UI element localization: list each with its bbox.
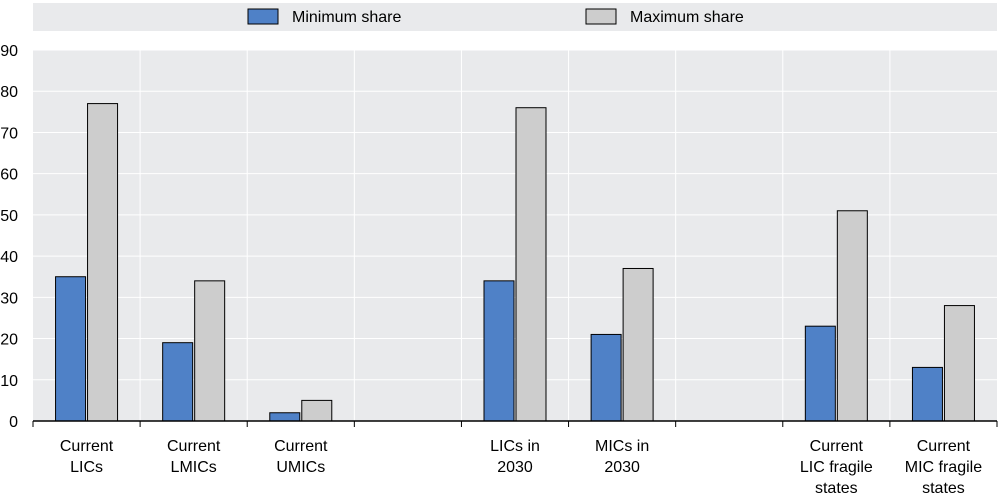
category-label-line: LMICs <box>171 459 217 476</box>
legend-label-min: Minimum share <box>292 9 401 26</box>
bar-max-1 <box>194 280 226 422</box>
category-label-line: LICs in <box>490 438 540 455</box>
category-label-line: LIC fragile <box>800 459 873 476</box>
category-label-line: LICs <box>70 459 103 476</box>
category-label-2: Current UMICs <box>274 438 328 476</box>
category-label-line: MICs in <box>595 438 649 455</box>
bar-max-2 <box>301 399 333 422</box>
y-tick-label-70: 70 <box>0 125 18 142</box>
y-tick-label-80: 80 <box>0 84 18 101</box>
bar-min-4 <box>483 280 515 422</box>
category-label-5: MICs in 2030 <box>595 438 649 476</box>
category-label-line: Current <box>274 438 328 455</box>
legend: Minimum share Maximum share <box>33 3 997 31</box>
y-tick-label-90: 90 <box>0 43 18 60</box>
category-label-line: Current <box>167 438 221 455</box>
category-label-line: UMICs <box>276 459 325 476</box>
y-tick-label-40: 40 <box>0 249 18 266</box>
legend-swatch-min <box>247 8 279 25</box>
y-tick-label-50: 50 <box>0 208 18 225</box>
category-label-1: Current LMICs <box>167 438 221 476</box>
bar-max-5 <box>622 267 654 422</box>
category-label-line: MIC fragile <box>905 459 982 476</box>
bar-min-7 <box>804 325 836 422</box>
category-label-line: Current <box>60 438 114 455</box>
bar-min-8 <box>911 366 943 422</box>
category-label-7: Current LIC fragile states <box>800 438 873 497</box>
legend-swatch-max <box>585 8 617 25</box>
legend-label-max: Maximum share <box>630 9 744 26</box>
category-label-line: 2030 <box>497 459 533 476</box>
y-tick-label-30: 30 <box>0 290 18 307</box>
plot-background <box>33 50 997 421</box>
bar-min-1 <box>162 342 194 422</box>
category-label-0: Current LICs <box>60 438 114 476</box>
category-label-line: states <box>922 480 965 497</box>
y-tick-label-60: 60 <box>0 167 18 184</box>
y-tick-label-20: 20 <box>0 332 18 349</box>
legend-background <box>33 3 997 31</box>
bar-min-2 <box>269 412 301 422</box>
category-label-line: Current <box>917 438 971 455</box>
y-tick-label-0: 0 <box>9 414 18 431</box>
category-label-line: 2030 <box>604 459 640 476</box>
bar-min-5 <box>590 333 622 422</box>
category-label-line: states <box>815 480 858 497</box>
category-label-line: Current <box>810 438 864 455</box>
bar-max-8 <box>943 305 975 422</box>
category-label-8: Current MIC fragile states <box>905 438 982 497</box>
bar-max-7 <box>836 210 868 422</box>
bar-max-4 <box>515 107 547 422</box>
bar-min-0 <box>55 276 87 422</box>
bar-max-0 <box>87 103 119 422</box>
category-label-4: LICs in 2030 <box>490 438 540 476</box>
y-tick-label-10: 10 <box>0 373 18 390</box>
